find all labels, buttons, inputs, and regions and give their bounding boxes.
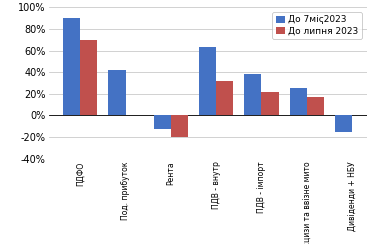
Bar xyxy=(216,81,233,115)
Bar xyxy=(261,92,279,115)
Bar xyxy=(307,97,324,115)
Bar xyxy=(244,74,261,115)
Bar xyxy=(289,88,307,115)
Bar xyxy=(80,40,98,115)
Bar xyxy=(171,115,188,137)
Legend: До 7міҁ2023, До липня 2023: До 7міҁ2023, До липня 2023 xyxy=(272,12,362,39)
Bar xyxy=(108,70,126,115)
Bar xyxy=(335,115,352,132)
Bar xyxy=(199,47,216,115)
Bar xyxy=(154,115,171,129)
Bar xyxy=(63,18,80,115)
